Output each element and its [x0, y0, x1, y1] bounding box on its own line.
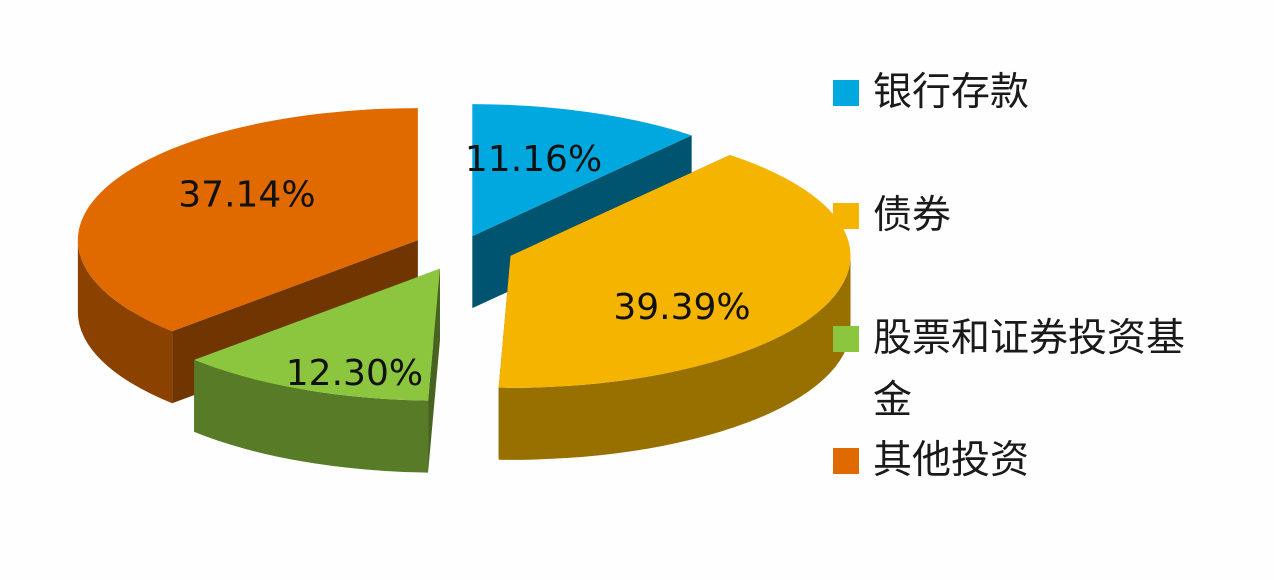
data-label-0: 11.16%	[465, 139, 602, 180]
data-label-1: 39.39%	[613, 287, 750, 328]
slice-top	[498, 155, 851, 388]
slice-rim	[194, 359, 429, 473]
legend-label: 股票和证券投资基金	[873, 316, 1186, 423]
legend-swatch	[833, 203, 859, 229]
legend-swatch	[833, 326, 859, 352]
slice-top	[77, 108, 418, 332]
slice-top	[472, 104, 692, 237]
legend-label: 银行存款	[873, 70, 1030, 115]
legend-label: 债券	[873, 193, 952, 238]
pie-slice-2	[194, 268, 440, 473]
pie-slice-1	[498, 155, 851, 460]
legend-swatch	[833, 80, 859, 106]
slice-top	[194, 268, 440, 401]
slice-rim	[498, 255, 851, 460]
data-label-2: 12.30%	[286, 353, 423, 394]
legend-swatch	[833, 448, 859, 474]
legend-label: 其他投资	[873, 438, 1030, 483]
data-label-3: 37.14%	[178, 175, 315, 216]
slice-rim	[77, 240, 173, 404]
